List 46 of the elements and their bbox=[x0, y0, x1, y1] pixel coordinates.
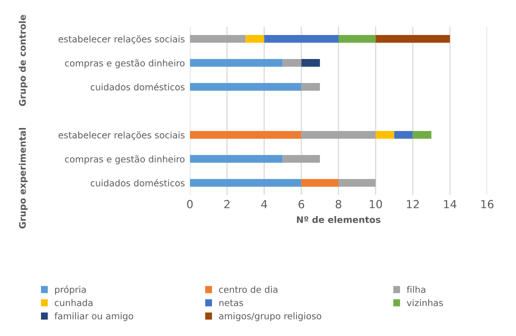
bar bbox=[394, 131, 413, 139]
bar bbox=[338, 35, 376, 43]
y-tick-label: estabelecer relações sociais bbox=[58, 35, 185, 44]
bar bbox=[282, 155, 320, 163]
x-tick-label: 4 bbox=[261, 200, 268, 208]
y-tick-label: estabelecer relações sociais bbox=[58, 131, 185, 140]
legend-label: netas bbox=[219, 300, 244, 306]
bar bbox=[190, 59, 283, 67]
legend-label: cunhada bbox=[54, 299, 92, 306]
x-tick-label: 6 bbox=[298, 200, 304, 208]
text: Grupo de controle bbox=[18, 14, 28, 106]
bar bbox=[376, 131, 394, 139]
bar bbox=[190, 131, 302, 139]
y-tick-label: cuidados domésticos bbox=[90, 179, 185, 186]
x-tick-label: 12 bbox=[406, 200, 419, 208]
x-tick-label: 14 bbox=[444, 200, 456, 208]
x-tick-label: 10 bbox=[370, 200, 382, 208]
legend-label: vizinhas bbox=[406, 299, 443, 306]
x-tick-label: 0 bbox=[187, 200, 193, 208]
legend-label: amigos/grupo religioso bbox=[219, 312, 322, 322]
bar bbox=[412, 131, 432, 139]
y-tick-label: cuidados domésticos bbox=[90, 83, 185, 90]
bar bbox=[190, 35, 246, 43]
bar bbox=[190, 179, 302, 187]
bar bbox=[264, 35, 338, 43]
legend-label: familiar ou amigo bbox=[54, 312, 134, 322]
bar bbox=[190, 83, 302, 91]
bar bbox=[301, 131, 376, 139]
bar bbox=[301, 83, 320, 91]
bar bbox=[376, 35, 450, 43]
bar bbox=[190, 155, 283, 163]
bar bbox=[301, 59, 320, 67]
legend-label: centro de dia bbox=[219, 286, 278, 293]
text: Grupo experimental bbox=[18, 128, 28, 228]
x-axis-title: Nº de elementos bbox=[296, 216, 380, 224]
x-tick-label: 8 bbox=[336, 200, 342, 208]
bar bbox=[301, 179, 338, 187]
x-tick-label: 2 bbox=[224, 200, 230, 208]
bar bbox=[246, 35, 264, 43]
bar bbox=[282, 59, 302, 67]
y-tick-label: compras e gestão dinheiro bbox=[65, 59, 185, 68]
bar bbox=[338, 179, 376, 187]
legend-label: filha bbox=[406, 286, 426, 293]
legend-label: própria bbox=[55, 286, 86, 295]
y-tick-label: compras e gestão dinheiro bbox=[65, 155, 185, 164]
x-tick-label: 16 bbox=[481, 200, 494, 208]
